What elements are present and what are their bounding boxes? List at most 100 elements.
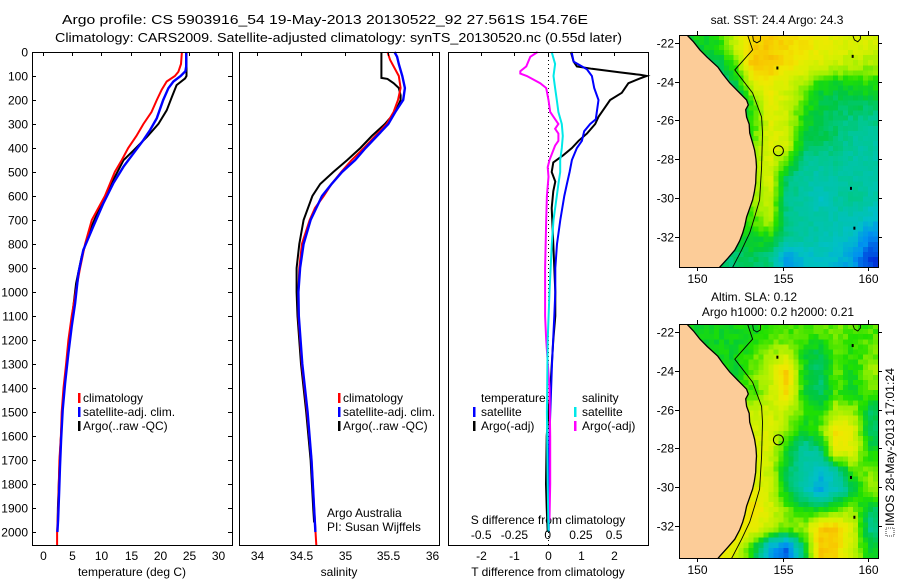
map-title: Altim. SLA: 0.12	[711, 290, 797, 304]
heatmap-cell	[858, 364, 864, 371]
heatmap-cell	[783, 400, 790, 406]
heatmap-cell	[818, 186, 824, 192]
heatmap-cell	[803, 486, 809, 493]
heatmap-cell	[858, 231, 864, 238]
heatmap-cell	[803, 65, 809, 71]
heatmap-cell	[863, 344, 869, 351]
legend-label: satellite-adj. clim.	[83, 405, 175, 419]
heatmap-cell	[793, 481, 799, 488]
heatmap-cell	[818, 135, 824, 142]
lon-tick-label: 150	[687, 272, 707, 286]
heatmap-cell	[718, 50, 725, 56]
heatmap-cell	[778, 216, 785, 223]
heatmap-cell	[783, 140, 790, 147]
heatmap-cell	[828, 385, 834, 391]
heatmap-cell	[858, 542, 864, 549]
heatmap-cell	[798, 329, 804, 335]
heatmap-cell	[763, 430, 770, 437]
heatmap-cell	[793, 395, 799, 401]
heatmap-cell	[813, 486, 819, 493]
lat-tick-label: -26	[657, 114, 675, 128]
heatmap-cell	[858, 75, 864, 81]
heatmap-cell	[783, 542, 790, 549]
heatmap-cell	[778, 344, 785, 351]
heatmap-cell	[808, 507, 814, 513]
heatmap-cell	[768, 390, 775, 396]
lat-tick-label: -32	[657, 231, 675, 245]
heatmap-cell	[868, 226, 874, 233]
heatmap-cell	[818, 364, 824, 371]
heatmap-cell	[873, 349, 878, 356]
heatmap-cell	[838, 476, 844, 483]
heatmap-cell	[773, 256, 780, 263]
heatmap-cell	[768, 456, 775, 462]
heatmap-cell	[858, 379, 864, 386]
map-content	[679, 324, 878, 558]
heatmap-cell	[788, 120, 795, 127]
heatmap-cell	[748, 206, 755, 213]
heatmap-cell	[873, 236, 878, 243]
heatmap-cell	[733, 60, 740, 66]
heatmap-cell	[778, 70, 785, 76]
heatmap-cell	[723, 261, 730, 267]
heatmap-cell	[823, 451, 829, 457]
heatmap-cell	[813, 369, 819, 376]
heatmap-cell	[743, 537, 750, 544]
heatmap-cell	[853, 171, 859, 177]
heatmap-cell	[828, 40, 834, 46]
heatmap-cell	[748, 216, 755, 223]
heatmap-cell	[793, 334, 799, 340]
sst-map-panel: sat. SST: 24.4 Argo: 24.3 150 155 160-22-2…	[657, 13, 882, 286]
heatmap-cell	[843, 502, 849, 508]
heatmap-cell	[733, 329, 740, 335]
heatmap-cell	[873, 156, 878, 162]
heatmap-cell	[843, 216, 849, 223]
heatmap-cell	[863, 171, 869, 177]
heatmap-cell	[803, 435, 809, 442]
heatmap-cell	[858, 496, 864, 503]
heatmap-cell	[788, 410, 795, 417]
heatmap-cell	[808, 206, 814, 213]
heatmap-cell	[873, 140, 878, 147]
heatmap-cell	[793, 115, 799, 122]
heatmap-cell	[788, 241, 795, 248]
heatmap-cell	[863, 191, 869, 197]
heatmap-cell	[808, 110, 814, 117]
heatmap-cell	[763, 527, 770, 534]
legend-label: satellite	[481, 405, 522, 419]
heatmap-cell	[743, 369, 750, 376]
heatmap-cell	[823, 441, 829, 447]
heatmap-cell	[778, 211, 785, 218]
heatmap-cell	[743, 226, 750, 233]
heatmap-cell	[818, 451, 824, 457]
heatmap-cell	[838, 395, 844, 401]
heatmap-cell	[838, 517, 844, 523]
heatmap-cell	[853, 405, 859, 412]
heatmap-cell	[793, 45, 799, 51]
heatmap-cell	[823, 405, 829, 412]
y-tick-label: 100	[8, 70, 28, 84]
heatmap-cell	[828, 446, 834, 452]
heatmap-cell	[858, 476, 864, 483]
heatmap-cell	[833, 491, 839, 498]
heatmap-cell	[788, 461, 795, 468]
heatmap-cell	[773, 415, 780, 422]
heatmap-cell	[728, 256, 735, 263]
heatmap-cell	[863, 547, 869, 554]
x-tick-label: 10	[95, 549, 109, 563]
heatmap-cell	[763, 151, 770, 157]
heatmap-cell	[763, 329, 770, 335]
temperature-profile-panel: temperature (deg C) 0 5 10 15 20 25 3001002003…	[1, 46, 233, 579]
heatmap-cell	[863, 145, 869, 152]
heatmap-cell	[768, 349, 775, 356]
heatmap-cell	[843, 75, 849, 81]
heatmap-cell	[768, 130, 775, 137]
heatmap-cell	[863, 532, 869, 539]
heatmap-cell	[768, 324, 775, 330]
y-tick-label: 0	[21, 46, 28, 60]
heatmap-cell	[808, 476, 814, 483]
heatmap-cell	[838, 95, 844, 102]
heatmap-cell	[798, 80, 804, 87]
heatmap-cell	[768, 481, 775, 488]
heatmap-cell	[778, 374, 785, 381]
